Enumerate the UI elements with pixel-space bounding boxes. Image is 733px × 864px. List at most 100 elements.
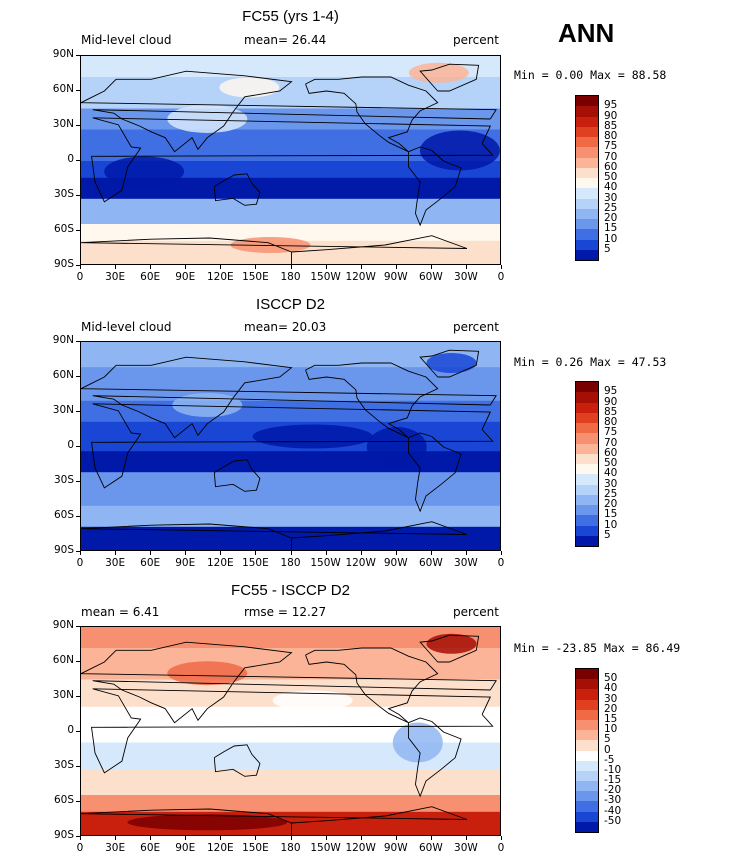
- panel-1-lon-tick: 90W: [383, 271, 408, 283]
- panel-3-colorbar-swatch: [576, 730, 598, 741]
- panel-3-colorbar-swatch: [576, 781, 598, 792]
- panel-1-colorbar-label: 75: [604, 140, 618, 153]
- panel-1-lon-tick-mark: [501, 265, 502, 269]
- panel-1-lat-tick: 30N: [52, 118, 74, 130]
- panel-1-lon-tick-mark: [80, 265, 81, 269]
- panel-1-lat-tick: 60S: [53, 223, 74, 235]
- panel-1-colorbar-label: 30: [604, 191, 618, 204]
- panel-3-lon-tick-mark: [465, 836, 467, 840]
- panel-1-colorbar-label: 60: [604, 160, 618, 173]
- panel-3-lon-tick: 60W: [418, 842, 443, 854]
- panel-1-lon-tick-mark: [255, 265, 257, 269]
- panel-1-variable-label: Mid-level cloud: [81, 33, 172, 47]
- panel-2-lon-tick: 90W: [383, 557, 408, 569]
- panel-2-lon-tick-mark: [395, 551, 397, 555]
- panel-3-lon-tick: 0: [76, 842, 84, 854]
- panel-3-lon-tick-mark: [325, 836, 327, 840]
- panel-1-lat-tick: 60N: [52, 83, 74, 95]
- panel-3-colorbar-swatch: [576, 750, 598, 761]
- panel-3-lon-tick-mark: [150, 836, 152, 840]
- panel-1-colorbar-label: 95: [604, 99, 618, 112]
- panel-3-lat-tick: 60N: [52, 654, 74, 666]
- panel-2-colorbar-swatch: [576, 515, 598, 526]
- panel-2-colorbar-swatch: [576, 402, 598, 413]
- panel-1-map: [80, 55, 501, 265]
- panel-2-lat-tick-mark: [76, 411, 80, 412]
- panel-1-colorbar-swatch: [576, 219, 598, 230]
- panel-2-lat-tick: 90S: [53, 544, 74, 556]
- panel-2-lat-tick: 30S: [53, 474, 74, 486]
- panel-1-lon-tick-mark: [395, 265, 397, 269]
- panel-3-lon-tick: 60E: [140, 842, 161, 854]
- panel-2-colorbar-swatch: [576, 505, 598, 516]
- panel-3-lat-tick-mark: [76, 766, 80, 767]
- panel-2-variable-label: Mid-level cloud: [81, 320, 172, 334]
- panel-3-lon-tick-mark: [430, 836, 432, 840]
- panel-2-lon-tick: 60W: [418, 557, 443, 569]
- panel-2-lon-tick-mark: [360, 551, 362, 555]
- panel-3-lon-tick: 90W: [383, 842, 408, 854]
- panel-1-lon-tick-mark: [325, 265, 327, 269]
- panel-3-lon-tick-mark: [185, 836, 187, 840]
- panel-3-lon-tick-mark: [220, 836, 222, 840]
- panel-2-lat-tick-mark: [76, 446, 80, 447]
- panel-3-colorbar-label: -15: [604, 774, 622, 787]
- panel-3-colorbar-label: 30: [604, 692, 618, 705]
- panel-1-lon-tick-mark: [465, 265, 467, 269]
- panel-2-lat-tick: 90N: [52, 334, 74, 346]
- panel-3-lat-tick: 30N: [52, 689, 74, 701]
- panel-3-lon-tick: 120E: [206, 842, 234, 854]
- panel-2-colorbar-label: 20: [604, 498, 618, 510]
- panel-2-lon-tick-mark: [430, 551, 432, 555]
- panel-1-lon-tick: 90E: [175, 271, 196, 283]
- panel-2-lat-tick: 60N: [52, 369, 74, 381]
- panel-1-lon-tick: 150E: [242, 271, 269, 283]
- panel-3-lon-tick-mark: [255, 836, 257, 840]
- panel-1-mean-label: mean= 26.44: [244, 33, 327, 47]
- panel-2-colorbar-label: 5: [604, 528, 611, 541]
- panel-3-mean-label: mean = 6.41: [81, 605, 160, 619]
- panel-1-colorbar-label: 25: [604, 201, 618, 214]
- panel-3-units-label: percent: [453, 605, 499, 619]
- panel-1-lon-tick-mark: [220, 265, 222, 269]
- panel-2-lon-tick: 150W: [310, 557, 341, 569]
- panel-1-colorbar-swatch: [576, 188, 598, 199]
- panel-3-lon-tick-mark: [80, 836, 81, 840]
- panel-2-lon-tick: 180: [280, 557, 301, 569]
- panel-2-colorbar-swatch: [576, 433, 598, 444]
- panel-1-lon-tick-mark: [430, 265, 432, 269]
- panel-3-lat-tick-mark: [76, 801, 80, 802]
- panel-1-lon-tick: 180: [280, 271, 301, 283]
- panel-1-colorbar-swatch: [576, 167, 598, 178]
- panel-2-lon-tick-mark: [255, 551, 257, 555]
- panel-1-lon-tick: 150W: [310, 271, 341, 283]
- panel-1-lon-tick-mark: [185, 265, 187, 269]
- panel-2-colorbar-swatch: [576, 484, 598, 495]
- panel-3-lat-tick: 60S: [53, 794, 74, 806]
- panel-1-lon-tick: 30E: [105, 271, 126, 283]
- panel-2-colorbar-swatch: [576, 494, 598, 505]
- panel-1-lat-tick: 90S: [53, 258, 74, 270]
- panel-3-colorbar-swatch: [576, 669, 598, 680]
- panel-1-colorbar-label: 85: [604, 119, 618, 132]
- panel-2-lon-tick: 90E: [175, 557, 196, 569]
- panel-2-lat-tick-mark: [76, 341, 80, 342]
- panel-3-lat-tick: 30S: [53, 759, 74, 771]
- panel-1-colorbar-swatch: [576, 178, 598, 189]
- panel-2-colorbar-label: 10: [604, 518, 618, 531]
- panel-1-lat-tick: 90N: [52, 48, 74, 60]
- panel-3-lon-tick-mark: [115, 836, 117, 840]
- panel-2-colorbar-label: 30: [604, 477, 618, 490]
- panel-2-lon-tick: 150E: [242, 557, 269, 569]
- panel-2-mean-label: mean= 20.03: [244, 320, 327, 334]
- panel-2-colorbar-label: 15: [604, 508, 618, 521]
- panel-3-colorbar-swatch: [576, 821, 598, 832]
- panel-1-colorbar-swatch: [576, 157, 598, 168]
- panel-2-colorbar-label: 40: [604, 467, 618, 480]
- panel-1-title: FC55 (yrs 1-4): [242, 8, 339, 25]
- panel-1-colorbar-label: 5: [604, 242, 611, 255]
- panel-2-lon-tick-mark: [465, 551, 467, 555]
- panel-1-lon-tick-mark: [150, 265, 152, 269]
- panel-1-colorbar-swatch: [576, 239, 598, 250]
- panel-2-lat-tick-mark: [76, 376, 80, 377]
